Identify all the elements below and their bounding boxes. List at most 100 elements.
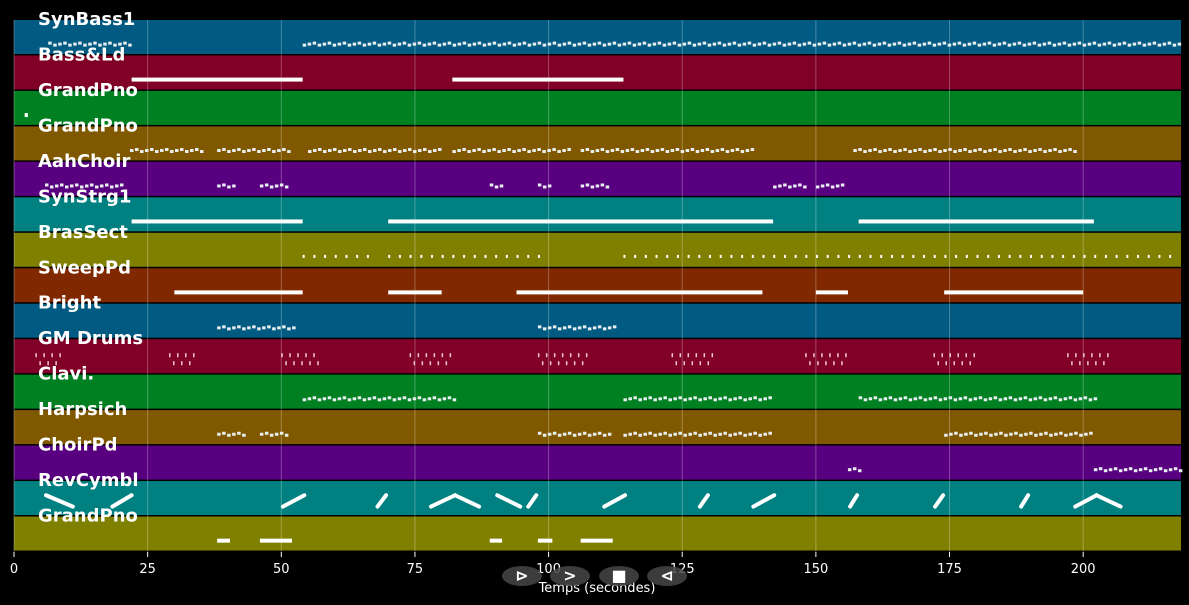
note <box>737 43 742 47</box>
track-lane <box>14 55 1181 90</box>
note <box>592 326 597 330</box>
note <box>532 42 537 46</box>
note <box>317 398 322 402</box>
note <box>587 327 592 331</box>
note <box>632 43 637 47</box>
note <box>792 41 797 45</box>
note <box>683 433 687 437</box>
note <box>467 43 472 47</box>
note <box>307 42 312 46</box>
note <box>852 467 857 471</box>
note <box>1177 42 1182 46</box>
cymbal-note <box>602 493 628 509</box>
note <box>988 397 993 401</box>
drum-hit <box>833 361 835 366</box>
note <box>227 185 231 189</box>
note <box>302 43 307 47</box>
note <box>698 398 702 402</box>
note <box>887 43 892 47</box>
note <box>888 396 893 400</box>
note <box>1089 431 1093 435</box>
note <box>668 398 672 402</box>
note <box>190 149 194 153</box>
note <box>382 42 387 46</box>
drum-hit <box>679 353 682 358</box>
note <box>788 185 792 189</box>
note-group <box>537 353 588 366</box>
note-group <box>933 353 975 366</box>
note <box>237 325 241 329</box>
note <box>557 150 561 154</box>
drum-hit <box>43 353 45 358</box>
note <box>805 254 808 258</box>
note-group <box>815 183 845 189</box>
note <box>557 433 562 437</box>
note <box>1062 41 1067 45</box>
drum-hit <box>695 353 698 358</box>
note <box>1093 397 1098 401</box>
note <box>597 431 602 435</box>
drum-hit <box>309 361 311 366</box>
note <box>1092 41 1097 45</box>
note <box>1074 431 1078 435</box>
x-tick-label: 25 <box>139 562 156 577</box>
back-button[interactable]: ⊲ <box>647 566 687 586</box>
note <box>388 149 392 153</box>
note <box>652 42 657 46</box>
note <box>462 41 467 45</box>
stop-button[interactable]: ■ <box>599 566 639 586</box>
note <box>342 41 347 45</box>
note <box>718 397 722 401</box>
note <box>259 432 264 436</box>
note <box>872 43 877 47</box>
drum-hit <box>189 361 191 366</box>
note <box>974 433 978 437</box>
note <box>472 149 476 153</box>
drum-hit <box>569 353 572 358</box>
drum-hit <box>945 361 947 366</box>
drum-hit <box>181 361 183 366</box>
note <box>1023 396 1028 400</box>
note <box>933 396 938 400</box>
drum-hit <box>1103 361 1105 366</box>
note <box>968 398 973 402</box>
note <box>1058 398 1063 402</box>
note <box>90 183 94 187</box>
note <box>1059 431 1063 435</box>
note <box>1153 468 1158 472</box>
note <box>432 41 437 45</box>
note-group <box>302 254 369 258</box>
note <box>259 184 264 188</box>
forward-button[interactable]: > <box>550 566 590 586</box>
note <box>634 254 637 258</box>
note <box>1077 41 1082 45</box>
note <box>847 42 852 46</box>
note-bar <box>537 538 553 543</box>
note <box>438 148 442 152</box>
note <box>195 148 199 152</box>
note <box>358 149 362 153</box>
note <box>537 325 542 329</box>
note <box>70 184 74 188</box>
play-button[interactable]: ⊳ <box>502 566 542 586</box>
note <box>348 148 352 152</box>
note <box>857 469 862 473</box>
note <box>882 41 887 45</box>
drum-hit <box>553 353 556 358</box>
note-group <box>302 396 457 402</box>
note <box>663 431 667 435</box>
note <box>768 431 772 435</box>
note <box>762 41 767 45</box>
note <box>269 433 274 437</box>
note-group <box>217 148 291 154</box>
note <box>237 148 241 152</box>
cymbal-note <box>453 493 482 509</box>
note <box>655 149 660 153</box>
note <box>782 43 787 47</box>
note <box>332 398 337 402</box>
note <box>1043 150 1047 154</box>
note <box>562 42 567 46</box>
note <box>232 184 236 188</box>
note <box>1003 397 1008 401</box>
note-group <box>388 254 444 258</box>
